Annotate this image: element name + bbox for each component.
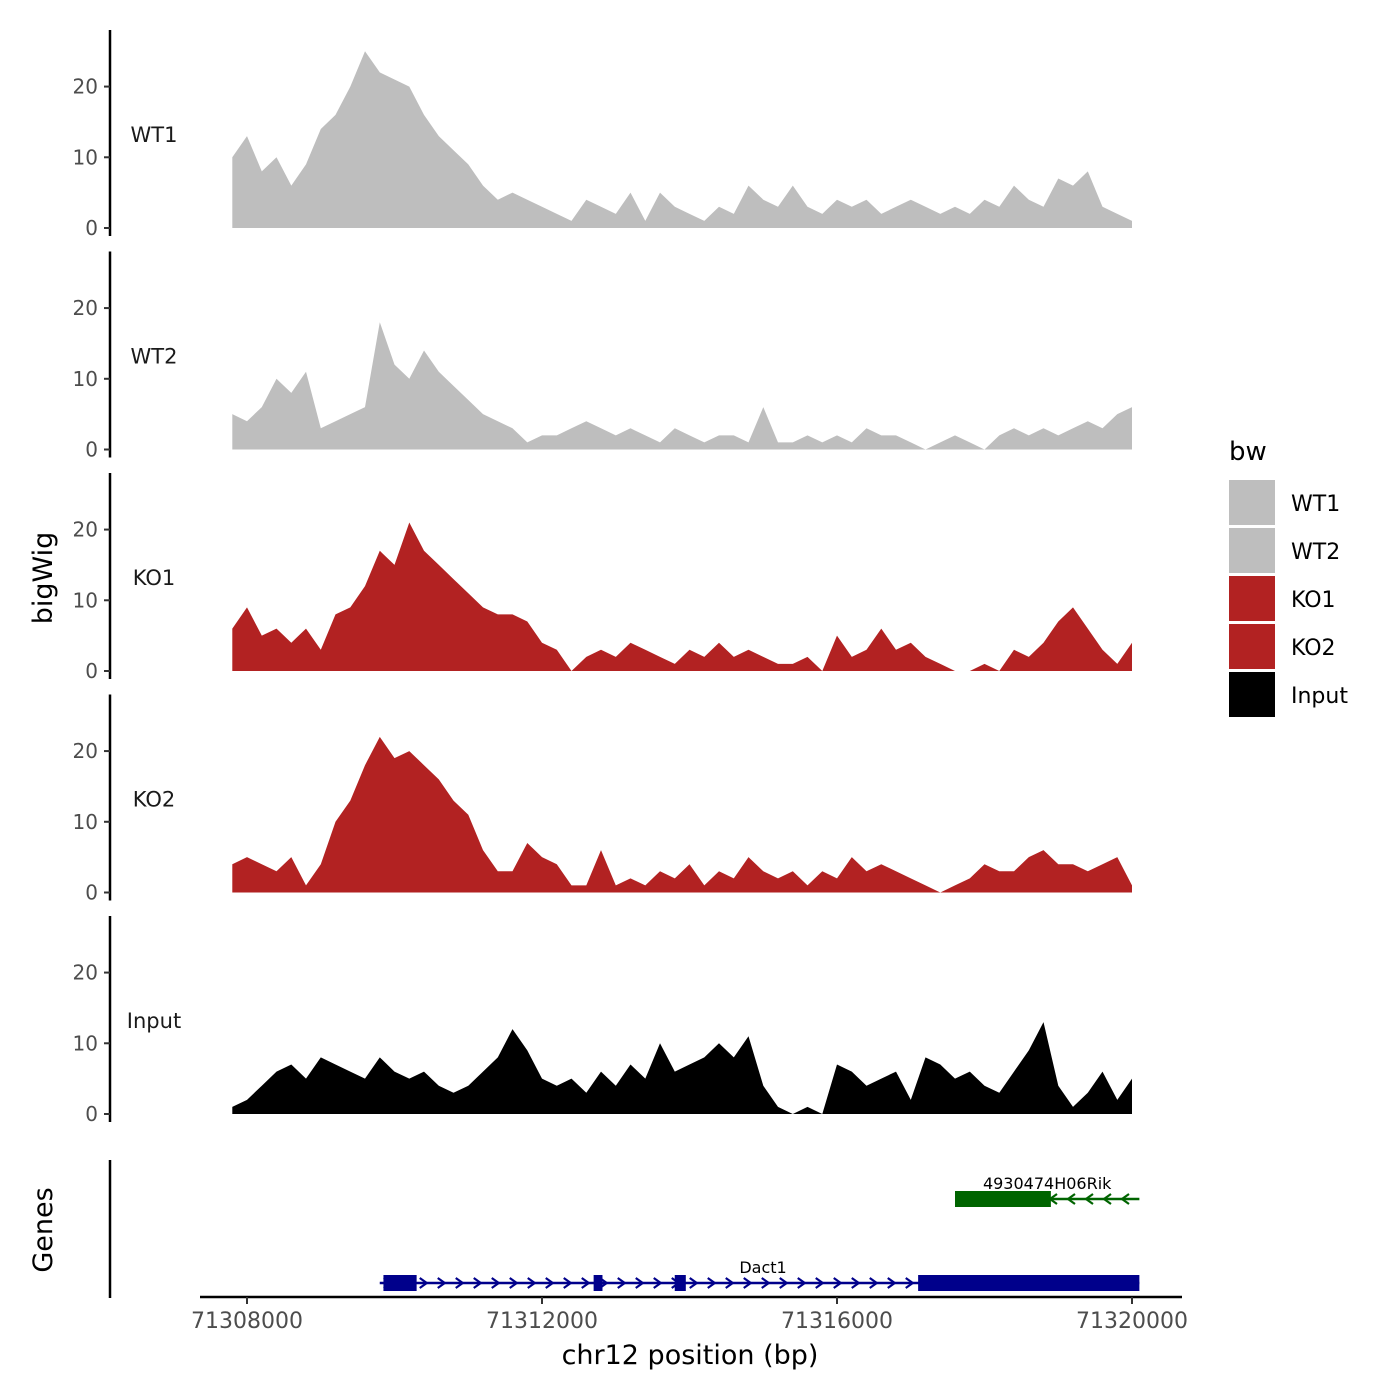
y-tick-label: 20 xyxy=(73,961,98,985)
strand-arrow-right-icon xyxy=(473,1277,483,1289)
strand-arrow-right-icon xyxy=(905,1277,915,1289)
gene-track: 4930474H06Rik Dact1 xyxy=(108,1160,1140,1298)
strand-arrow-right-icon xyxy=(887,1277,897,1289)
y-tick-label: 10 xyxy=(73,588,98,612)
strand-arrow-right-icon xyxy=(491,1277,501,1289)
strand-arrow-right-icon xyxy=(653,1277,663,1289)
y-tick-label: 20 xyxy=(73,739,98,763)
legend-key xyxy=(1229,528,1275,573)
exon xyxy=(383,1275,417,1291)
y-tick-label: 10 xyxy=(73,145,98,169)
genes-axis-title: Genes xyxy=(28,1187,59,1272)
signal-tracks: 0 10 20 WT1 0 10 20 WT2 0 10 20 KO1 0 10 20 KO2 0 10 20 Inp… xyxy=(73,30,1133,1126)
track-label: Input xyxy=(127,1009,181,1033)
legend-key xyxy=(1229,672,1275,717)
exon xyxy=(674,1275,686,1291)
strand-arrow-right-icon xyxy=(851,1277,861,1289)
track-input: 0 10 20 Input xyxy=(73,916,1133,1126)
x-axis-title: chr12 position (bp) xyxy=(562,1340,819,1371)
strand-arrow-right-icon xyxy=(815,1277,825,1289)
track-ko1: 0 10 20 KO1 xyxy=(73,473,1133,683)
strand-arrow-left-icon xyxy=(1120,1193,1130,1205)
strand-arrow-right-icon xyxy=(689,1277,699,1289)
strand-arrow-right-icon xyxy=(455,1277,465,1289)
strand-arrow-right-icon xyxy=(743,1277,753,1289)
track-label: KO2 xyxy=(133,788,176,812)
legend-key xyxy=(1229,624,1275,669)
strand-arrow-right-icon xyxy=(725,1277,735,1289)
track-wt1: 0 10 20 WT1 xyxy=(73,30,1133,240)
x-axis: 71308000 71312000 71316000 71320000 xyxy=(191,1295,1188,1334)
strand-arrow-right-icon xyxy=(563,1277,573,1289)
strand-arrow-left-icon xyxy=(1084,1193,1094,1205)
strand-arrow-right-icon xyxy=(797,1277,807,1289)
strand-arrow-left-icon xyxy=(1102,1193,1112,1205)
y-tick-label: 0 xyxy=(85,438,98,462)
strand-arrow-right-icon xyxy=(581,1277,591,1289)
signal-area-wt1 xyxy=(232,51,1133,229)
y-tick-label: 20 xyxy=(73,296,98,320)
strand-arrow-right-icon xyxy=(437,1277,447,1289)
legend-label: KO2 xyxy=(1291,636,1336,661)
track-wt2: 0 10 20 WT2 xyxy=(73,251,1133,462)
signal-area-wt2 xyxy=(232,322,1133,450)
strand-arrow-left-icon xyxy=(1066,1193,1076,1205)
strand-arrow-right-icon xyxy=(869,1277,879,1289)
gene-4930474h06rik: 4930474H06Rik xyxy=(955,1174,1140,1207)
strand-arrow-right-icon xyxy=(509,1277,519,1289)
legend-label: WT1 xyxy=(1291,492,1340,517)
y-tick-label: 10 xyxy=(73,810,98,834)
exon xyxy=(593,1275,603,1291)
y-tick-label: 20 xyxy=(73,518,98,542)
x-tick-label: 71312000 xyxy=(486,1309,598,1334)
x-tick-label: 71308000 xyxy=(191,1309,303,1334)
y-tick-label: 0 xyxy=(85,659,98,683)
strand-arrow-right-icon xyxy=(833,1277,843,1289)
x-tick-label: 71316000 xyxy=(781,1309,893,1334)
y-tick-label: 20 xyxy=(73,75,98,99)
strand-arrow-right-icon xyxy=(635,1277,645,1289)
strand-arrow-right-icon xyxy=(419,1277,429,1289)
y-axis-title: bigWig xyxy=(28,532,59,625)
strand-arrow-right-icon xyxy=(617,1277,627,1289)
exon xyxy=(955,1191,1051,1207)
legend-key xyxy=(1229,576,1275,621)
legend-label: KO1 xyxy=(1291,588,1336,613)
legend-title: bw xyxy=(1229,437,1267,467)
strand-arrow-right-icon xyxy=(545,1277,555,1289)
strand-arrow-right-icon xyxy=(761,1277,771,1289)
gene-dact1: Dact1 xyxy=(379,1258,1140,1291)
track-label: WT1 xyxy=(131,123,178,147)
signal-area-ko1 xyxy=(232,522,1133,671)
legend-label: WT2 xyxy=(1291,540,1340,565)
gene-label: Dact1 xyxy=(739,1258,786,1277)
track-label: KO1 xyxy=(133,566,176,590)
signal-area-ko2 xyxy=(232,736,1133,893)
y-tick-label: 0 xyxy=(85,881,98,905)
y-tick-label: 10 xyxy=(73,367,98,391)
x-tick-label: 71320000 xyxy=(1076,1309,1188,1334)
signal-area-input xyxy=(232,1022,1133,1114)
y-tick-label: 10 xyxy=(73,1031,98,1055)
legend-key xyxy=(1229,480,1275,525)
y-tick-label: 0 xyxy=(85,216,98,240)
legend-label: Input xyxy=(1291,684,1348,709)
track-ko2: 0 10 20 KO2 xyxy=(73,694,1133,905)
strand-arrow-right-icon xyxy=(707,1277,717,1289)
exon xyxy=(918,1275,1140,1291)
legend: bw WT1 WT2 KO1 KO2 Input xyxy=(1229,437,1348,717)
strand-arrow-right-icon xyxy=(527,1277,537,1289)
y-tick-label: 0 xyxy=(85,1102,98,1126)
strand-arrow-right-icon xyxy=(779,1277,789,1289)
gene-label: 4930474H06Rik xyxy=(983,1174,1112,1193)
track-label: WT2 xyxy=(131,345,178,369)
